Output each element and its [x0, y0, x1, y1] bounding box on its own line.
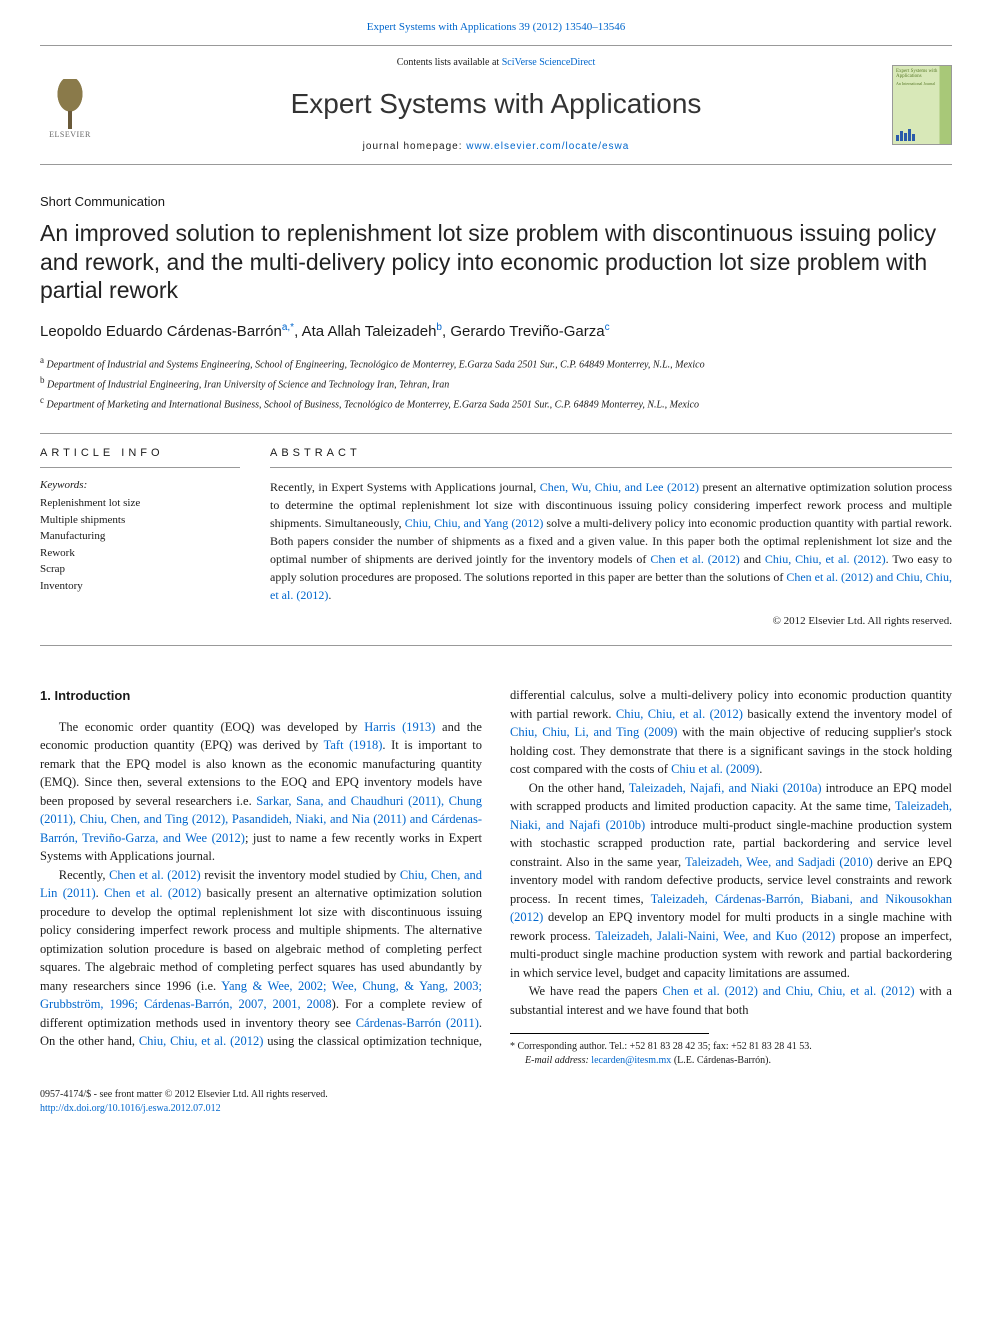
abstract-column: ABSTRACT Recently, in Expert Systems wit… [270, 446, 952, 630]
cover-bars-icon [896, 127, 948, 141]
abstract-frag: and [740, 552, 765, 566]
body-frag: . [759, 762, 762, 776]
author-name: Gerardo Treviño-Garza [450, 323, 604, 340]
citation-link[interactable]: Chiu, Chiu, et al. (2012) [139, 1034, 264, 1048]
keyword: Manufacturing [40, 528, 240, 545]
abstract-frag: Recently, in Expert Systems with Applica… [270, 480, 540, 494]
citation-link[interactable]: Chiu, Chiu, et al. (2012) [616, 707, 743, 721]
citation-link[interactable]: Chen, Wu, Chiu, and Lee (2012) [540, 480, 699, 494]
top-citation: Expert Systems with Applications 39 (201… [40, 20, 952, 35]
section-label: Short Communication [40, 193, 952, 211]
header-center: Contents lists available at SciVerse Sci… [115, 56, 877, 153]
email-attr: (L.E. Cárdenas-Barrón). [671, 1055, 771, 1066]
body-frag: The economic order quantity (EOQ) was de… [59, 720, 365, 734]
affil-mark: c [40, 395, 44, 405]
elsevier-tree-icon [45, 79, 95, 129]
authors-line: Leopoldo Eduardo Cárdenas-Barróna,*, Ata… [40, 321, 952, 342]
contents-line: Contents lists available at SciVerse Sci… [115, 56, 877, 70]
keywords-list: Replenishment lot size Multiple shipment… [40, 495, 240, 594]
affil-mark: a [40, 355, 44, 365]
body-frag: basically present an alternative optimiz… [40, 886, 482, 993]
journal-cover-thumbnail: Expert Systems with Applications An Inte… [892, 65, 952, 145]
elsevier-logo: ELSEVIER [40, 70, 100, 140]
affiliation: c Department of Marketing and Internatio… [40, 394, 952, 413]
affiliation: a Department of Industrial and Systems E… [40, 354, 952, 373]
citation-link[interactable]: Chiu, Chiu, et al. (2012) [765, 552, 886, 566]
body-paragraph: We have read the papers Chen et al. (201… [510, 982, 952, 1019]
cover-subtitle: An International Journal [896, 82, 948, 86]
doi-link[interactable]: http://dx.doi.org/10.1016/j.eswa.2012.07… [40, 1103, 221, 1114]
keyword: Multiple shipments [40, 512, 240, 529]
body-frag: On the other hand, [529, 781, 629, 795]
sciencedirect-link[interactable]: SciVerse ScienceDirect [502, 57, 596, 68]
citation-link[interactable]: Chen et al. (2012) and Chiu, Chiu, et al… [662, 984, 914, 998]
body-paragraph: The economic order quantity (EOQ) was de… [40, 718, 482, 866]
abstract-frag: . [328, 588, 331, 602]
abstract-text: Recently, in Expert Systems with Applica… [270, 478, 952, 604]
abstract-copyright: © 2012 Elsevier Ltd. All rights reserved… [270, 614, 952, 629]
email-label: E-mail address: [525, 1055, 589, 1066]
citation-link[interactable]: Taleizadeh, Jalali-Naini, Wee, and Kuo (… [595, 929, 835, 943]
article-title: An improved solution to replenishment lo… [40, 219, 952, 305]
affiliation: b Department of Industrial Engineering, … [40, 374, 952, 393]
corresponding-footnote: * Corresponding author. Tel.: +52 81 83 … [510, 1040, 952, 1054]
info-heading: ARTICLE INFO [40, 446, 240, 468]
journal-title: Expert Systems with Applications [115, 84, 877, 123]
body-paragraph: On the other hand, Taleizadeh, Najafi, a… [510, 779, 952, 983]
citation-link[interactable]: Chiu, Chiu, and Yang (2012) [405, 516, 544, 530]
citation-link[interactable]: Expert Systems with Applications 39 (201… [367, 21, 625, 33]
author-affil-link[interactable]: c [605, 322, 610, 333]
info-abstract-row: ARTICLE INFO Keywords: Replenishment lot… [40, 433, 952, 647]
contents-prefix: Contents lists available at [397, 57, 502, 68]
citation-link[interactable]: Chiu et al. (2009) [671, 762, 759, 776]
citation-link[interactable]: Taft (1918) [324, 738, 383, 752]
keyword: Rework [40, 545, 240, 562]
keyword: Replenishment lot size [40, 495, 240, 512]
body-frag: We have read the papers [529, 984, 663, 998]
email-link[interactable]: lecarden@itesm.mx [591, 1055, 671, 1066]
citation-link[interactable]: Taleizadeh, Najafi, and Niaki (2010a) [629, 781, 822, 795]
cover-title: Expert Systems with Applications [896, 69, 948, 80]
affil-text: Department of Industrial Engineering, Ir… [47, 379, 449, 390]
citation-link[interactable]: Cárdenas-Barrón (2011) [356, 1016, 479, 1030]
journal-header: ELSEVIER Contents lists available at Sci… [40, 45, 952, 164]
homepage-prefix: journal homepage: [363, 141, 467, 152]
bottom-bar: 0957-4174/$ - see front matter © 2012 El… [40, 1088, 952, 1116]
email-footnote: E-mail address: lecarden@itesm.mx (L.E. … [510, 1054, 952, 1068]
abstract-heading: ABSTRACT [270, 446, 952, 468]
citation-link[interactable]: Chiu, Chiu, Li, and Ting (2009) [510, 725, 677, 739]
body-frag: basically extend the inventory model of [743, 707, 952, 721]
citation-link[interactable]: Chen et al. (2012) [104, 886, 201, 900]
body-frag: Recently, [59, 868, 109, 882]
keyword: Inventory [40, 578, 240, 595]
affil-text: Department of Industrial and Systems Eng… [47, 359, 705, 370]
citation-link[interactable]: Taleizadeh, Wee, and Sadjadi (2010) [685, 855, 873, 869]
author-affil-link[interactable]: b [436, 322, 442, 333]
affil-mark: b [40, 375, 45, 385]
citation-link[interactable]: Chen et al. (2012) [650, 552, 739, 566]
keywords-label: Keywords: [40, 478, 240, 493]
citation-link[interactable]: Harris (1913) [364, 720, 435, 734]
article-info: ARTICLE INFO Keywords: Replenishment lot… [40, 446, 240, 630]
citation-link[interactable]: Chen et al. (2012) [109, 868, 201, 882]
affiliations: a Department of Industrial and Systems E… [40, 354, 952, 412]
homepage-link[interactable]: www.elsevier.com/locate/eswa [466, 141, 629, 152]
intro-heading: 1. Introduction [40, 686, 482, 705]
publisher-name: ELSEVIER [49, 129, 91, 140]
keyword: Scrap [40, 561, 240, 578]
front-matter-line: 0957-4174/$ - see front matter © 2012 El… [40, 1088, 952, 1102]
body-frag: revisit the inventory model studied by [201, 868, 400, 882]
author-name: Leopoldo Eduardo Cárdenas-Barrón [40, 323, 282, 340]
affil-text: Department of Marketing and Internationa… [47, 399, 700, 410]
author-affil-link[interactable]: a,* [282, 322, 294, 333]
footnote-separator [510, 1033, 709, 1034]
body-frag: . [96, 886, 105, 900]
body-text: 1. Introduction The economic order quant… [40, 686, 952, 1068]
author-name: Ata Allah Taleizadeh [302, 323, 437, 340]
homepage-line: journal homepage: www.elsevier.com/locat… [115, 140, 877, 154]
